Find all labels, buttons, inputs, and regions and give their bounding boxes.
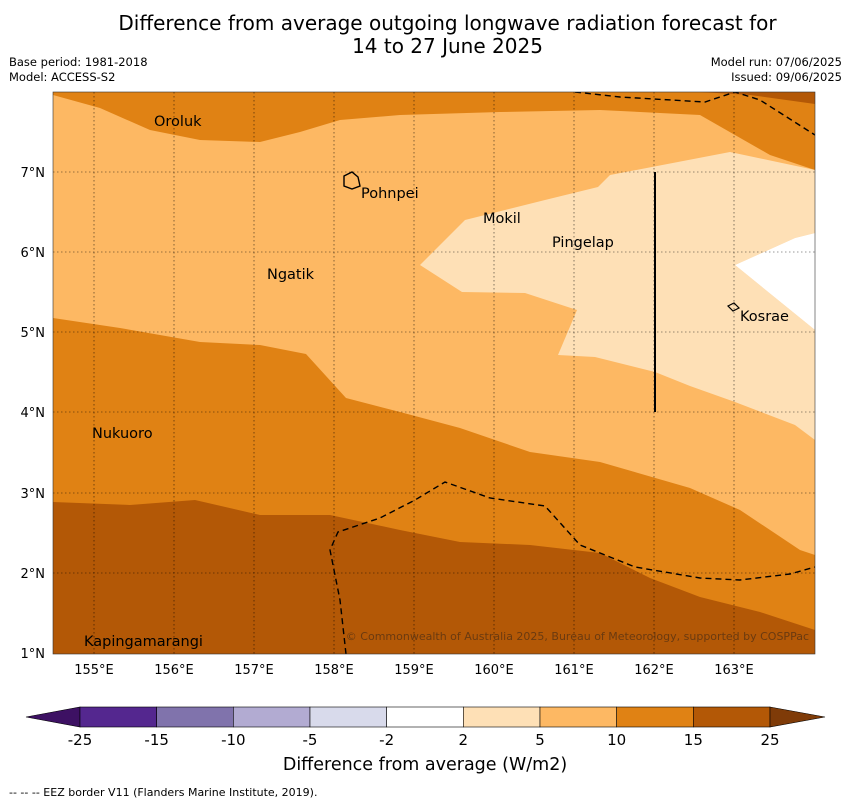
eez-border-south xyxy=(329,481,815,654)
graticule xyxy=(53,92,815,654)
colorbar-tick-label: -15 xyxy=(144,731,169,749)
contour-15-25-south xyxy=(53,500,815,654)
lon-label: 157°E xyxy=(234,663,274,678)
colorbar-segment xyxy=(309,706,387,728)
colorbar-segment xyxy=(79,706,157,728)
map-frame xyxy=(52,91,816,655)
colorbar-tick-label: 10 xyxy=(607,731,626,749)
kosrae-outline xyxy=(726,302,741,312)
colorbar: -25 -15 -10 -5 -2 2 5 10 15 25 xyxy=(25,706,826,749)
lon-label: 160°E xyxy=(474,663,514,678)
colorbar-tick-label: 5 xyxy=(535,731,545,749)
title-line-1: Difference from average outgoing longwav… xyxy=(118,11,777,35)
lon-label: 158°E xyxy=(314,663,354,678)
copyright-text: © Commonwealth of Australia 2025, Bureau… xyxy=(346,630,809,643)
lat-label: 4°N xyxy=(21,406,46,421)
colorbar-segment xyxy=(233,706,311,728)
colorbar-segment xyxy=(156,706,234,728)
model-run: Model run: 07/06/2025 xyxy=(710,55,842,69)
pohnpei-outline xyxy=(343,171,361,190)
colorbar-segment xyxy=(386,706,464,728)
colorbar-arrow-high xyxy=(769,706,826,728)
label-pohnpei: Pohnpei xyxy=(361,186,419,202)
colorbar-segment xyxy=(616,706,694,728)
lat-label: 3°N xyxy=(21,487,46,502)
lat-label: 6°N xyxy=(21,246,46,261)
colorbar-tick-label: 25 xyxy=(760,731,779,749)
meta-right: Model run: 07/06/2025 Issued: 09/06/2025 xyxy=(711,55,842,85)
lon-label: 156°E xyxy=(154,663,194,678)
lat-label: 1°N xyxy=(21,647,46,662)
colorbar-tick-label: -25 xyxy=(68,731,93,749)
base-period: Base period: 1981-2018 xyxy=(9,55,148,69)
colorbar-title: Difference from average (W/m2) xyxy=(282,755,568,775)
label-oroluk: Oroluk xyxy=(154,114,202,130)
colorbar-tick-label: 2 xyxy=(459,731,469,749)
lat-label: 2°N xyxy=(21,567,46,582)
colorbar-segment xyxy=(463,706,541,728)
lat-label: 5°N xyxy=(21,326,46,341)
lon-label: 155°E xyxy=(74,663,114,678)
colorbar-arrow-low xyxy=(25,706,81,728)
map-area: Oroluk Pohnpei Mokil Pingelap Ngatik Kos… xyxy=(53,92,815,654)
colorbar-tick-label: -5 xyxy=(303,731,318,749)
contour-neutral xyxy=(735,233,815,330)
eez-footnote: -- -- -- EEZ border V11 (Flanders Marine… xyxy=(9,786,318,799)
title-line-2: 14 to 27 June 2025 xyxy=(352,34,543,58)
colorbar-segment xyxy=(693,706,771,728)
contour-10-15-north xyxy=(53,92,815,170)
issued-date: Issued: 09/06/2025 xyxy=(731,70,842,84)
contour-2-5 xyxy=(420,152,815,440)
lon-label: 159°E xyxy=(394,663,434,678)
label-mokil: Mokil xyxy=(483,211,521,227)
lon-label: 163°E xyxy=(714,663,754,678)
label-nukuoro: Nukuoro xyxy=(92,426,153,442)
label-ngatik: Ngatik xyxy=(267,267,315,283)
label-kosrae: Kosrae xyxy=(740,309,789,325)
model-name: Model: ACCESS-S2 xyxy=(9,70,116,84)
label-pingelap: Pingelap xyxy=(552,235,614,251)
colorbar-tick-label: -10 xyxy=(221,731,246,749)
lat-label: 7°N xyxy=(21,166,46,181)
colorbar-tick-label: 15 xyxy=(684,731,703,749)
map-title: Difference from average outgoing longwav… xyxy=(0,12,850,58)
contour-15-25-north xyxy=(600,92,815,104)
colorbar-segment xyxy=(539,706,617,728)
meta-left: Base period: 1981-2018 Model: ACCESS-S2 xyxy=(9,55,148,85)
lon-label: 162°E xyxy=(634,663,674,678)
label-kapingamarangi: Kapingamarangi xyxy=(84,634,203,650)
colorbar-tick-label: -2 xyxy=(379,731,394,749)
lon-label: 161°E xyxy=(554,663,594,678)
